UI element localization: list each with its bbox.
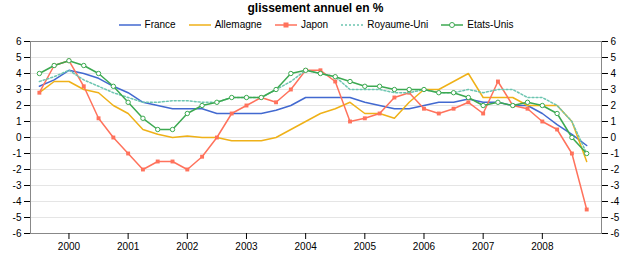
svg-text:1: 1 (16, 116, 22, 127)
svg-text:4: 4 (16, 68, 22, 79)
svg-text:0: 0 (611, 132, 617, 143)
svg-text:2005: 2005 (354, 241, 377, 252)
html-text:Allemagne: Allemagne (214, 19, 262, 30)
svg-text:6: 6 (611, 36, 617, 47)
svg-text:-5: -5 (611, 212, 620, 223)
svg-text:-6: -6 (13, 228, 22, 239)
svg-text:2006: 2006 (413, 241, 436, 252)
html-text:Japon: Japon (300, 19, 329, 30)
svg-text:3: 3 (611, 84, 617, 95)
svg-text:0: 0 (16, 132, 22, 143)
svg-text:2001: 2001 (117, 241, 140, 252)
svg-text:2000: 2000 (58, 241, 81, 252)
svg-text:2007: 2007 (472, 241, 495, 252)
svg-text:-4: -4 (13, 196, 22, 207)
svg-text:-4: -4 (611, 196, 620, 207)
svg-text:-1: -1 (13, 148, 22, 159)
svg-text:5: 5 (611, 52, 617, 63)
svg-text:2002: 2002 (176, 241, 199, 252)
svg-text:4: 4 (611, 68, 617, 79)
svg-text:-3: -3 (611, 180, 620, 191)
svg-text:3: 3 (16, 84, 22, 95)
svg-text:5: 5 (16, 52, 22, 63)
svg-text:2003: 2003 (235, 241, 258, 252)
svg-text:-3: -3 (13, 180, 22, 191)
svg-text:-2: -2 (13, 164, 22, 175)
svg-text:-6: -6 (611, 228, 620, 239)
svg-text:-1: -1 (611, 148, 620, 159)
svg-text:2: 2 (16, 100, 22, 111)
svg-text:1: 1 (611, 116, 617, 127)
html-text:Royaume-Uni: Royaume-Uni (367, 19, 429, 30)
svg-text:-2: -2 (611, 164, 620, 175)
html-text:glissement annuel en %: glissement annuel en % (247, 1, 384, 15)
html-text:France: France (144, 19, 176, 30)
svg-text:6: 6 (16, 36, 22, 47)
html-text:Etats-Unis: Etats-Unis (467, 19, 514, 30)
svg-text:2: 2 (611, 100, 617, 111)
svg-text:2004: 2004 (295, 241, 318, 252)
svg-text:-5: -5 (13, 212, 22, 223)
svg-text:2008: 2008 (531, 241, 554, 252)
